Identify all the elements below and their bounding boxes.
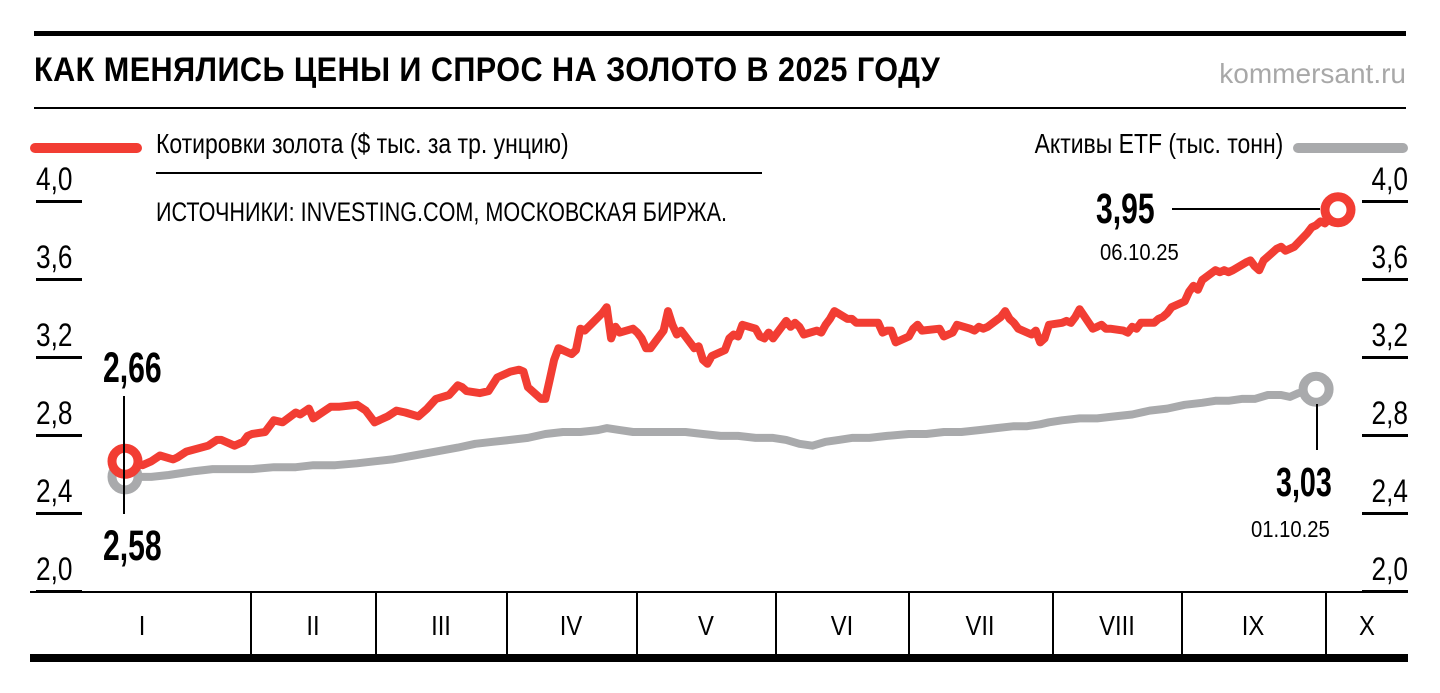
month-label-III: III <box>430 610 451 641</box>
etf-legend-label: Активы ETF (тыс. тонн) <box>1034 128 1283 159</box>
header-top-rule <box>34 31 1406 36</box>
page-title: КАК МЕНЯЛИСЬ ЦЕНЫ И СПРОС НА ЗОЛОТО В 20… <box>34 51 941 89</box>
etf-line <box>121 385 1321 481</box>
gold-start-callout-line <box>123 396 125 514</box>
y-tick-label-right: 2,8 <box>1371 395 1408 431</box>
month-label-IV: IV <box>559 610 583 641</box>
y-tick-label-left: 2,8 <box>36 395 73 431</box>
gold-end-callout-line <box>1172 208 1320 210</box>
gold-end-date: 06.10.25 <box>1100 239 1179 265</box>
month-label-I: I <box>138 610 146 641</box>
y-tick-mark <box>36 200 82 203</box>
gold-legend-label: Котировки золота ($ тыс. за тр. унцию) <box>156 128 569 159</box>
gold-legend-swatch <box>30 143 142 153</box>
bottom-thick-rule <box>30 654 1408 662</box>
x-axis-line <box>30 591 1408 593</box>
month-separator <box>375 591 377 654</box>
gold-line <box>121 205 1342 470</box>
month-label-VII: VII <box>965 610 995 641</box>
month-separator <box>250 591 252 654</box>
y-tick-mark <box>1362 278 1408 281</box>
etf-legend-swatch <box>1293 143 1408 153</box>
month-label-X: X <box>1358 610 1375 641</box>
y-tick-mark <box>1362 512 1408 515</box>
sources-text: ИСТОЧНИКИ: INVESTING.COM, МОСКОВСКАЯ БИР… <box>156 197 728 227</box>
month-separator <box>636 591 638 654</box>
month-label-II: II <box>305 610 320 641</box>
gold-start-value: 2,66 <box>103 344 162 392</box>
y-tick-mark <box>36 278 82 281</box>
y-tick-mark <box>1362 200 1408 203</box>
month-label-V: V <box>697 610 714 641</box>
month-separator <box>1052 591 1054 654</box>
etf-end-callout-line <box>1316 404 1318 450</box>
y-tick-mark <box>36 512 82 515</box>
gold-start-marker <box>107 443 143 479</box>
etf-end-date: 01.10.25 <box>1251 516 1330 542</box>
y-tick-label-left: 3,2 <box>36 317 73 353</box>
site-link[interactable]: kommersant.ru <box>1219 58 1406 89</box>
y-tick-mark <box>1362 434 1408 437</box>
y-tick-label-right: 3,2 <box>1371 317 1408 353</box>
y-tick-label-left: 2,0 <box>36 551 73 587</box>
month-label-IX: IX <box>1241 610 1265 641</box>
etf-end-value: 3,03 <box>1276 459 1332 505</box>
y-tick-label-left: 2,4 <box>36 473 73 509</box>
y-tick-label-left: 4,0 <box>36 161 73 197</box>
y-tick-mark <box>36 434 82 437</box>
month-separator <box>1325 591 1327 654</box>
y-tick-mark <box>36 356 82 359</box>
etf-start-value: 2,58 <box>103 522 162 570</box>
y-tick-label-right: 4,0 <box>1371 161 1408 197</box>
month-separator <box>908 591 910 654</box>
month-separator <box>775 591 777 654</box>
month-label-VIII: VIII <box>1098 610 1135 641</box>
gold-end-value: 3,95 <box>1096 185 1155 233</box>
y-tick-label-right: 2,4 <box>1371 473 1408 509</box>
sources-rule <box>156 172 762 174</box>
y-tick-label-right: 2,0 <box>1371 551 1408 587</box>
month-label-VI: VI <box>830 610 853 641</box>
etf-end-marker <box>1298 371 1334 407</box>
month-separator <box>1181 591 1183 654</box>
month-separator <box>506 591 508 654</box>
y-tick-mark <box>1362 356 1408 359</box>
y-tick-label-left: 3,6 <box>36 239 73 275</box>
y-tick-label-right: 3,6 <box>1371 239 1408 275</box>
gold-end-marker <box>1320 192 1356 228</box>
header-bottom-rule <box>34 107 1406 109</box>
